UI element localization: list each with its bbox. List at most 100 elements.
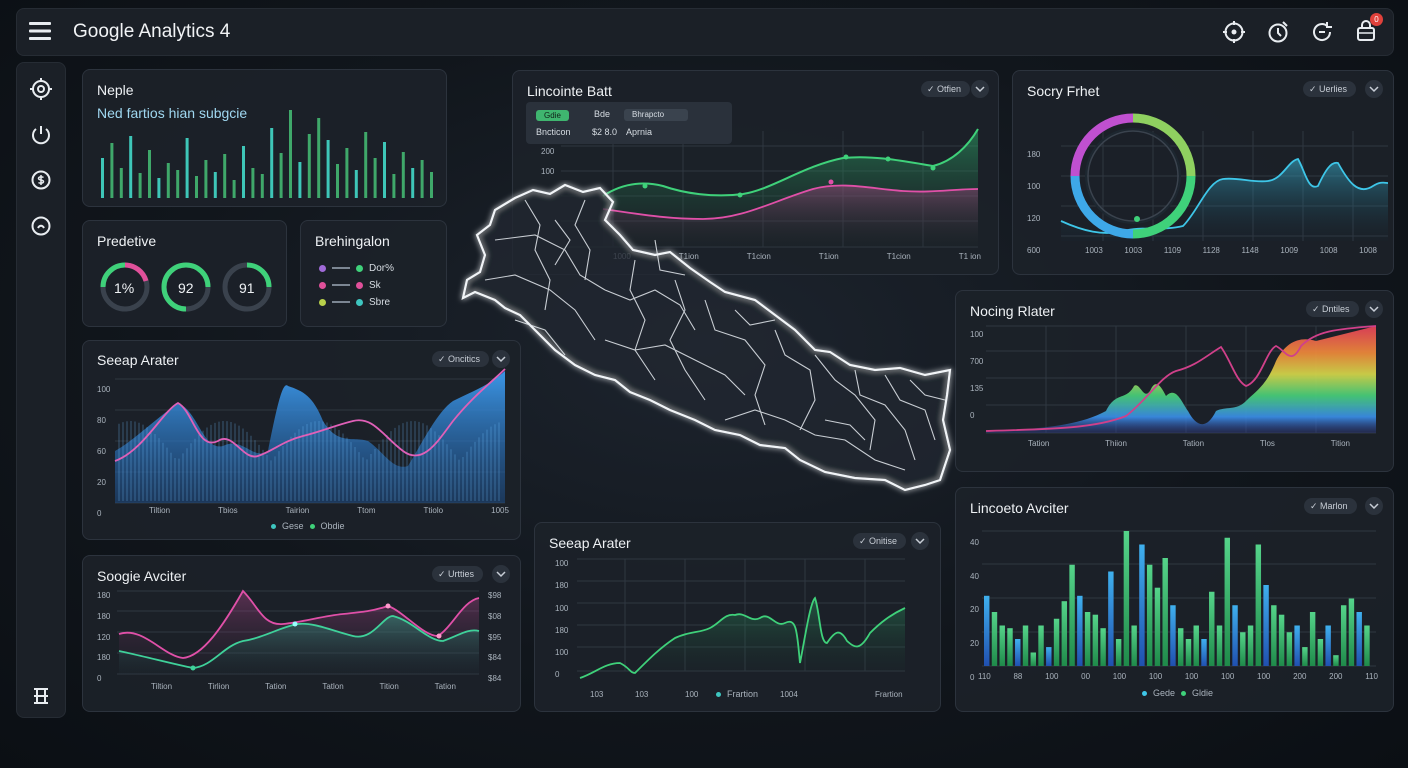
bar: [1077, 595, 1083, 666]
x-axis-labels: Tiltion Tbios Tairion Ttom Ttiolo 1005: [149, 506, 509, 515]
bar: [1240, 632, 1246, 666]
refresh-icon[interactable]: [1309, 19, 1335, 45]
bar: [1278, 614, 1285, 666]
tooltip: Gdie Bde Bhrapcto Bncticon $2 8.0 Aprnia: [526, 102, 732, 144]
rainbow-card: Nocing Rlater ✓ Dntiles 100 700: [955, 290, 1394, 472]
chevron-down-icon[interactable]: [492, 350, 510, 368]
spike-bar: [232, 180, 236, 198]
chevron-down-icon[interactable]: [492, 565, 510, 583]
chevron-down-icon[interactable]: [911, 532, 929, 550]
bar: [1069, 564, 1075, 666]
bar: [1333, 655, 1339, 666]
bar: [1340, 605, 1347, 666]
x-axis-labels: Tation Thiion Tation Tlos Tition: [1028, 439, 1350, 448]
spike-bar: [148, 150, 151, 198]
filter-pill[interactable]: ✓ Uerlies: [1303, 81, 1357, 97]
bar: [1271, 605, 1277, 666]
spike-bar: [176, 170, 180, 198]
y-axis-labels: 180 180 120 180 0: [97, 591, 111, 684]
chevron-down-icon[interactable]: [1365, 80, 1383, 98]
bar: [1131, 625, 1137, 666]
filter-pill[interactable]: ✓ Onitise: [853, 533, 907, 549]
bar: [1364, 625, 1370, 666]
filter-pill[interactable]: ✓ Urtties: [432, 566, 484, 582]
area-left-card: Seeap Arater ✓ Oncitics 100 80 60 20 0 Til…: [82, 340, 521, 540]
card-title: Lincoeto Avciter: [970, 500, 1069, 516]
spike-bar: [279, 153, 283, 198]
chart-legend: Frartion: [716, 689, 758, 699]
filter-pill[interactable]: ✓ Otfien: [921, 81, 971, 97]
spike-bar: [270, 128, 274, 198]
area-chart: [114, 368, 506, 504]
x-axis-labels: 1003 1003 1109 1128 1148 1009 1008 1008: [1085, 246, 1377, 255]
chevron-down-icon[interactable]: [1365, 497, 1383, 515]
bar: [991, 612, 998, 666]
filter-pill[interactable]: ✓ Marlon: [1304, 498, 1357, 514]
top-bar: Google Analytics 4 0: [16, 8, 1394, 56]
filter-pill[interactable]: ✓ Dntiles: [1306, 301, 1359, 317]
spike-bar-chart: [101, 110, 433, 198]
bar: [1092, 614, 1099, 666]
spike-bar: [213, 172, 217, 198]
bar: [984, 595, 990, 666]
predictive-card: Predetive 1% 92 91: [82, 220, 287, 327]
bar: [1015, 639, 1021, 666]
menu-icon[interactable]: [29, 21, 51, 41]
card-title: Predetive: [97, 233, 157, 249]
y-axis-labels: 100 80 60 20 0: [97, 385, 111, 518]
bar: [1053, 618, 1060, 666]
bar: [1115, 639, 1122, 666]
tooltip-label: Bde: [594, 109, 611, 119]
tooltip-tag: Gdie: [536, 110, 569, 121]
timer-icon[interactable]: [28, 213, 54, 239]
app-title: Google Analytics 4: [73, 21, 231, 42]
spike-bar: [373, 158, 377, 198]
donut-line-chart: [1060, 113, 1389, 241]
spike-bar: [242, 146, 245, 198]
bar: [1178, 628, 1184, 666]
multi-line-chart: [117, 589, 480, 675]
y-axis-labels: 100 180 100 180 100 0: [555, 559, 569, 680]
grid-icon[interactable]: [28, 683, 54, 709]
spike-bar: [392, 174, 396, 198]
bar: [1154, 587, 1161, 666]
card-title: Nocing Rlater: [970, 303, 1055, 319]
bar: [1356, 612, 1362, 666]
chevron-down-icon[interactable]: [971, 80, 989, 98]
spike-bar: [157, 178, 161, 198]
line-bottom-left-card: Soogie Avciter ✓ Urtties 180 180 120: [82, 555, 521, 712]
gauge-2: [161, 262, 211, 312]
power-icon[interactable]: [28, 122, 54, 148]
bar: [1294, 625, 1300, 666]
gauge-2-value: 92: [178, 280, 194, 296]
bar: [1209, 591, 1215, 666]
notification-badge: 0: [1370, 13, 1383, 26]
donut-card: Socry Frhet ✓ Uerlies 180 100 120 600: [1012, 70, 1394, 275]
nepal-map: [461, 183, 952, 492]
spike-bar: [401, 152, 405, 198]
bar: [1201, 639, 1207, 666]
spike-bar: [345, 148, 349, 198]
spike-bar: [101, 158, 104, 198]
notification-button[interactable]: 0: [1353, 13, 1383, 45]
gear-icon[interactable]: [1221, 19, 1247, 45]
tooltip-row1: Bncticon: [536, 127, 571, 137]
spike-bar: [195, 176, 198, 198]
chevron-down-icon[interactable]: [1365, 300, 1383, 318]
map-outline: [461, 183, 952, 492]
spike-bar: [166, 163, 170, 198]
bar: [1146, 564, 1153, 666]
clock-icon[interactable]: [1265, 19, 1291, 45]
gauge-group: [100, 262, 272, 312]
bar: [1162, 558, 1168, 666]
dollar-icon[interactable]: [28, 167, 54, 193]
spike-bar: [317, 118, 321, 198]
bar: [1123, 531, 1130, 666]
card-title: Lincointe Batt: [527, 83, 612, 99]
bar: [1216, 625, 1223, 666]
filter-pill[interactable]: ✓ Oncitics: [432, 351, 490, 367]
x-axis-labels: Tiltion Tirlion Tation Tatlon Tition Tation: [151, 682, 456, 691]
spike-bar: [336, 164, 339, 198]
settings-icon[interactable]: [28, 76, 54, 102]
card-title: Seeap Arater: [549, 535, 631, 551]
